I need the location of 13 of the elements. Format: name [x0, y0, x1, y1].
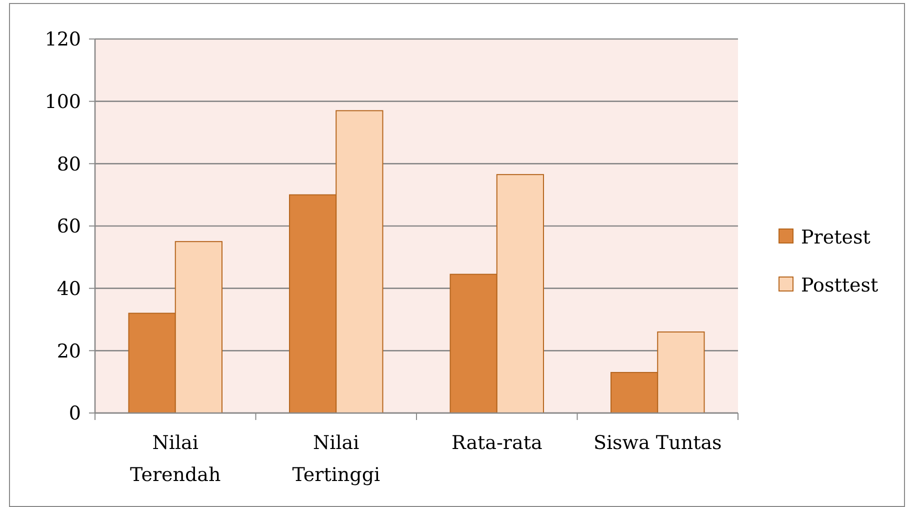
y-tick-label: 120 [44, 28, 81, 51]
x-tick-label: Rata-rata [451, 432, 542, 454]
y-tick-label: 100 [44, 90, 81, 113]
legend-label: Pretest [801, 226, 871, 249]
y-tick-label: 60 [56, 216, 81, 238]
legend-label: Posttest [801, 274, 878, 297]
y-tick-label: 20 [56, 340, 81, 362]
y-tick-label: 0 [68, 402, 81, 425]
x-tick-label: Nilai Terendah [130, 432, 221, 486]
y-tick-label: 80 [56, 153, 81, 176]
x-tick-label: Siswa Tuntas [593, 432, 722, 454]
y-tick-label: 40 [56, 278, 81, 300]
x-tick-label: Nilai Tertinggi [292, 432, 380, 486]
